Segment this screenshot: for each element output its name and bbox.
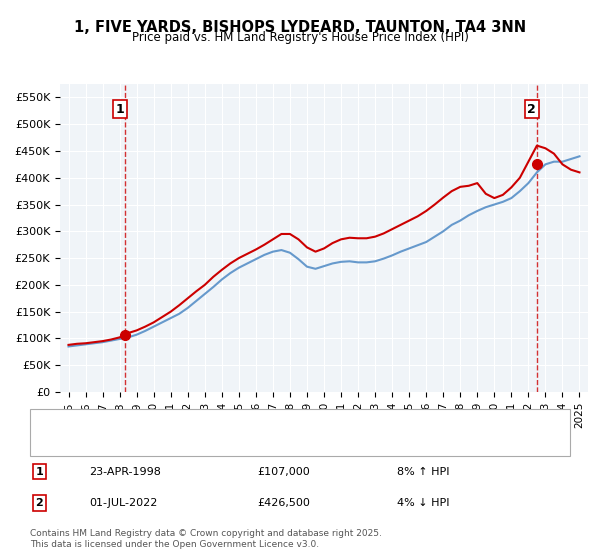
Text: £107,000: £107,000 [257,466,310,477]
Text: Price paid vs. HM Land Registry's House Price Index (HPI): Price paid vs. HM Land Registry's House … [131,31,469,44]
Text: Contains HM Land Registry data © Crown copyright and database right 2025.
This d: Contains HM Land Registry data © Crown c… [30,529,382,549]
Text: 1: 1 [116,102,124,116]
Text: 2: 2 [527,102,536,116]
Text: 8% ↑ HPI: 8% ↑ HPI [397,466,450,477]
Text: 1: 1 [35,466,43,477]
Text: 01-JUL-2022: 01-JUL-2022 [89,498,158,508]
FancyBboxPatch shape [30,409,570,456]
Text: 4% ↓ HPI: 4% ↓ HPI [397,498,450,508]
Text: HPI: Average price, detached house, Somerset: HPI: Average price, detached house, Some… [89,438,332,448]
Text: 1, FIVE YARDS, BISHOPS LYDEARD, TAUNTON, TA4 3NN: 1, FIVE YARDS, BISHOPS LYDEARD, TAUNTON,… [74,20,526,35]
Text: 1, FIVE YARDS, BISHOPS LYDEARD, TAUNTON, TA4 3NN (detached house): 1, FIVE YARDS, BISHOPS LYDEARD, TAUNTON,… [89,417,469,427]
Text: 23-APR-1998: 23-APR-1998 [89,466,161,477]
Text: 2: 2 [35,498,43,508]
Text: £426,500: £426,500 [257,498,310,508]
